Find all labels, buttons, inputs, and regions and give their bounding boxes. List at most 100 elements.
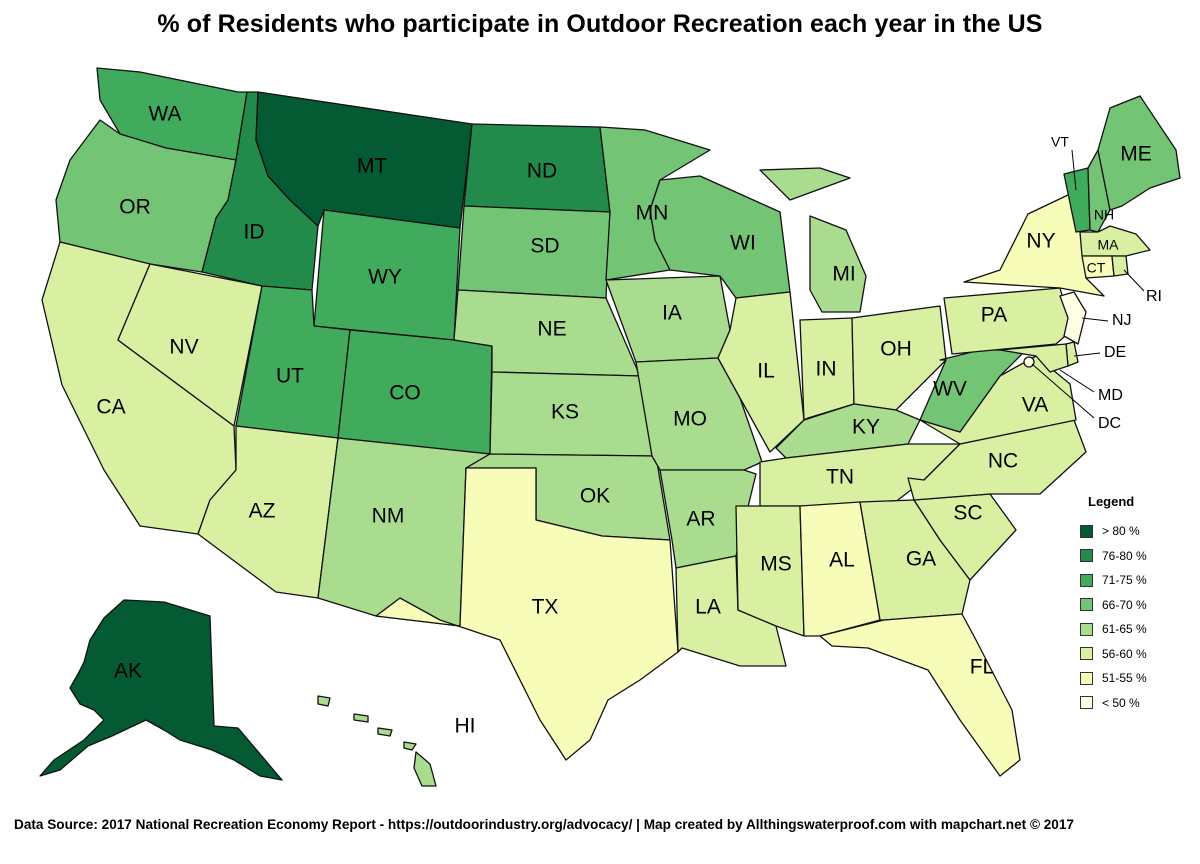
state-label-fl: FL xyxy=(970,656,995,679)
legend-label: 61-65 % xyxy=(1102,622,1147,637)
state-oh xyxy=(851,305,947,411)
state-label-ak: AK xyxy=(114,660,142,683)
legend-item: 71-75 % xyxy=(1080,568,1190,593)
legend-item: 76-80 % xyxy=(1080,544,1190,569)
state-hi xyxy=(317,695,437,787)
state-label-sc: SC xyxy=(953,502,982,525)
map-title: % of Residents who participate in Outdoo… xyxy=(157,10,1043,38)
state-label-ct: CT xyxy=(1087,260,1106,276)
state-wi xyxy=(649,175,791,299)
state-nh xyxy=(1087,149,1111,233)
state-label-ky: KY xyxy=(852,416,880,439)
legend-item: > 80 % xyxy=(1080,519,1190,544)
state-label-ms: MS xyxy=(760,553,792,576)
legend-label: 76-80 % xyxy=(1102,548,1147,563)
state-label-me: ME xyxy=(1120,143,1152,166)
state-tx xyxy=(375,467,679,761)
state-label-mi: MI xyxy=(832,263,855,286)
leader-line-md xyxy=(1059,369,1095,393)
state-label-ma: MA xyxy=(1098,237,1120,253)
leader-line-nj xyxy=(1081,317,1109,322)
state-label-id: ID xyxy=(244,221,265,244)
state-label-hi: HI xyxy=(455,715,476,738)
state-label-tx: TX xyxy=(532,596,559,619)
state-label-mo: MO xyxy=(673,408,707,431)
legend-item: 61-65 % xyxy=(1080,617,1190,642)
state-label-vt: VT xyxy=(1051,134,1069,150)
legend: Legend > 80 % 76-80 % 71-75 % 66-70 % 61-65 … xyxy=(1080,494,1190,715)
state-label-nc: NC xyxy=(988,450,1018,473)
state-label-ar: AR xyxy=(686,508,715,531)
state-label-va: VA xyxy=(1022,394,1048,417)
state-label-tn: TN xyxy=(826,466,854,489)
legend-swatch xyxy=(1080,647,1093,661)
legend-swatch xyxy=(1080,671,1093,685)
legend-title: Legend xyxy=(1088,494,1135,509)
state-label-co: CO xyxy=(389,382,421,405)
leader-line-vt xyxy=(1071,149,1077,191)
state-label-la: LA xyxy=(695,596,721,619)
legend-label: < 50 % xyxy=(1102,695,1140,710)
state-md xyxy=(999,343,1069,373)
leader-line-ri xyxy=(1123,269,1145,292)
state-label-ok: OK xyxy=(580,485,610,508)
state-fl xyxy=(819,613,1021,777)
state-me xyxy=(1097,95,1181,211)
state-nv xyxy=(117,263,263,427)
state-label-az: AZ xyxy=(249,500,276,523)
state-label-ut: UT xyxy=(276,365,304,388)
state-label-nd: ND xyxy=(527,160,557,183)
legend-label: 56-60 % xyxy=(1102,646,1147,661)
state-ak xyxy=(39,599,283,781)
state-label-dc: DC xyxy=(1098,415,1121,432)
state-label-ne: NE xyxy=(537,318,566,341)
state-label-md: MD xyxy=(1098,387,1123,404)
state-nj xyxy=(1059,291,1087,345)
legend-item: 56-60 % xyxy=(1080,642,1190,667)
state-ms xyxy=(735,505,805,637)
state-label-ia: IA xyxy=(662,302,682,325)
state-label-or: OR xyxy=(119,196,151,219)
footer-source: Data Source: 2017 National Recreation Ec… xyxy=(14,817,1074,832)
state-label-wi: WI xyxy=(730,232,756,255)
legend-swatch xyxy=(1080,549,1093,563)
state-ri xyxy=(1111,255,1129,277)
state-dc xyxy=(1023,356,1035,368)
state-label-mn: MN xyxy=(636,202,669,225)
state-label-sd: SD xyxy=(530,235,559,258)
legend-swatch xyxy=(1080,573,1093,587)
state-label-ks: KS xyxy=(551,401,579,424)
legend-swatch xyxy=(1080,524,1093,538)
legend-label: 71-75 % xyxy=(1102,573,1147,588)
legend-item: < 50 % xyxy=(1080,691,1190,716)
legend-swatch xyxy=(1080,696,1093,710)
state-label-pa: PA xyxy=(981,304,1007,327)
state-label-wa: WA xyxy=(148,103,181,126)
state-label-de: DE xyxy=(1104,344,1126,361)
legend-swatch xyxy=(1080,598,1093,612)
legend-item: 66-70 % xyxy=(1080,593,1190,618)
state-label-oh: OH xyxy=(880,338,912,361)
state-label-ca: CA xyxy=(96,396,125,419)
state-label-wv: WV xyxy=(933,378,967,401)
state-label-nv: NV xyxy=(169,336,198,359)
state-label-ny: NY xyxy=(1026,230,1055,253)
state-pa xyxy=(943,287,1073,355)
state-label-ri: RI xyxy=(1146,288,1162,305)
legend-label: 51-55 % xyxy=(1102,671,1147,686)
state-label-in: IN xyxy=(816,358,837,381)
state-label-mt: MT xyxy=(357,155,387,178)
leader-line-dc xyxy=(1031,363,1095,419)
state-mi xyxy=(759,167,867,313)
state-label-nm: NM xyxy=(372,505,405,528)
state-label-ga: GA xyxy=(906,548,936,571)
state-label-nh: NH xyxy=(1094,207,1114,223)
state-label-wy: WY xyxy=(368,266,402,289)
leader-line-de xyxy=(1073,352,1101,357)
legend-label: > 80 % xyxy=(1102,524,1140,539)
legend-item: 51-55 % xyxy=(1080,666,1190,691)
legend-swatch xyxy=(1080,622,1093,636)
state-nc xyxy=(907,419,1087,501)
state-label-il: IL xyxy=(757,360,775,383)
